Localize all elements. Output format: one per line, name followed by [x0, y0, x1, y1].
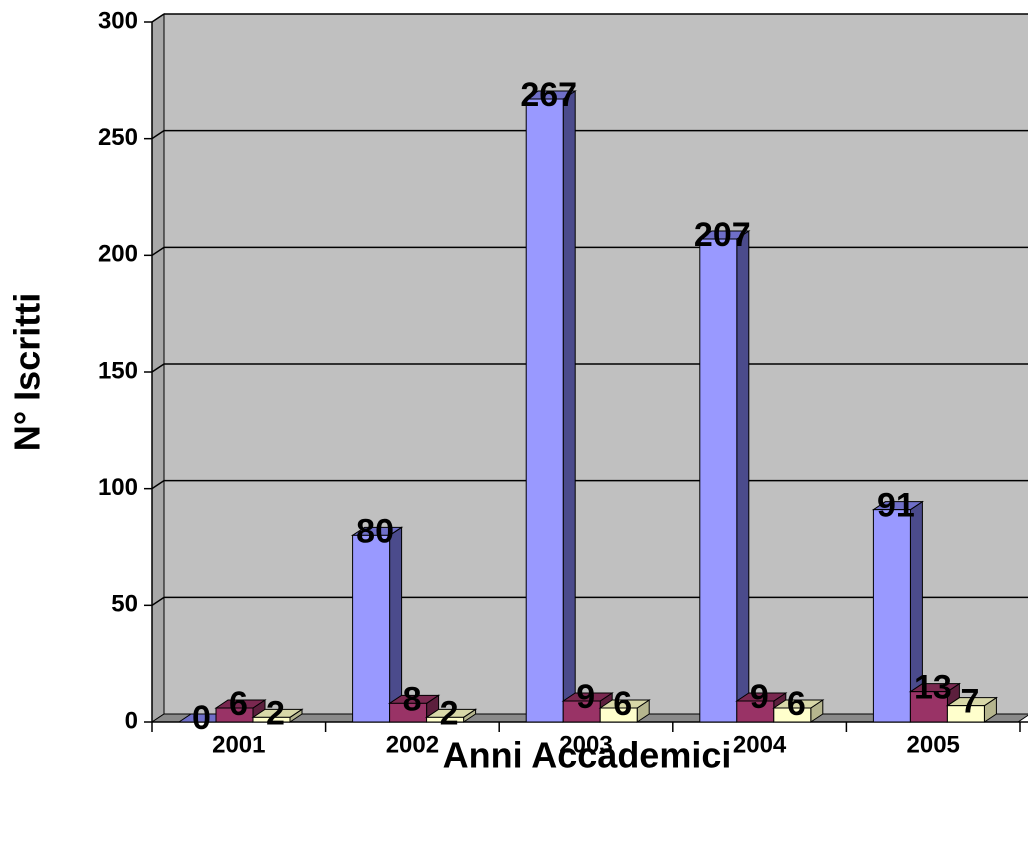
x-tick-label: 2002	[386, 731, 439, 758]
bar	[350, 526, 404, 723]
data-label: 267	[520, 76, 577, 114]
x-axis-title: Anni Accademici	[443, 735, 732, 776]
data-label: 2	[440, 694, 459, 732]
gridline-side	[151, 130, 165, 140]
data-label: 8	[403, 680, 422, 718]
y-tick-label: 150	[98, 357, 138, 384]
bar-front	[699, 238, 738, 723]
bar-front	[525, 98, 564, 723]
gridline-side	[151, 480, 165, 490]
bar-front	[426, 716, 465, 723]
bar-front	[599, 707, 638, 723]
bar	[698, 230, 751, 723]
bar-front	[215, 707, 254, 723]
bar-front	[946, 705, 985, 723]
bar	[524, 90, 577, 723]
data-label: 7	[960, 683, 979, 721]
y-tick-label: 0	[125, 707, 138, 734]
x-tick-label: 2001	[212, 731, 265, 758]
bar-front	[252, 716, 291, 723]
y-tick-label: 50	[111, 591, 138, 618]
x-tick-label: 2003	[559, 731, 612, 758]
bar-side	[562, 90, 576, 723]
category-labels: 2001 2002 2003 2004 2005	[212, 731, 960, 758]
bar-front	[389, 702, 428, 723]
y-tick-label: 100	[98, 474, 138, 501]
data-label: 6	[613, 685, 632, 723]
bar-front	[909, 691, 948, 723]
tick-labels: 0 50 100 150 200 250 300	[98, 7, 138, 734]
data-label: 9	[576, 678, 595, 716]
data-label: 9	[750, 678, 769, 716]
x-tick-label: 2004	[733, 731, 787, 758]
bar-front	[872, 509, 911, 723]
data-label: 13	[914, 669, 952, 707]
bar-side	[389, 526, 403, 723]
bar-side	[736, 230, 750, 723]
bar	[772, 699, 825, 723]
data-label: 6	[787, 685, 806, 723]
bar	[598, 699, 651, 723]
x-tick-label: 2005	[907, 731, 960, 758]
data-label: 0	[192, 699, 211, 737]
bars	[177, 90, 999, 723]
data-label: 2	[266, 694, 285, 732]
bar	[251, 708, 304, 723]
bar	[871, 500, 925, 723]
y-tick-label: 200	[98, 241, 138, 268]
gridline-side	[151, 363, 165, 373]
y-axis-title: N° Iscritti	[7, 293, 48, 451]
data-label: 80	[356, 512, 394, 550]
y-tick-label: 300	[98, 7, 138, 34]
gridline-side	[151, 246, 165, 256]
gridline-side	[151, 596, 165, 606]
bar	[945, 696, 999, 723]
data-label: 207	[694, 216, 751, 254]
bar-front	[773, 707, 812, 723]
data-label: 91	[877, 487, 915, 525]
bar	[424, 708, 478, 723]
bar-front	[352, 534, 391, 723]
y-tick-label: 250	[98, 124, 138, 151]
data-label: 6	[229, 685, 248, 723]
gridline-side	[151, 13, 165, 23]
